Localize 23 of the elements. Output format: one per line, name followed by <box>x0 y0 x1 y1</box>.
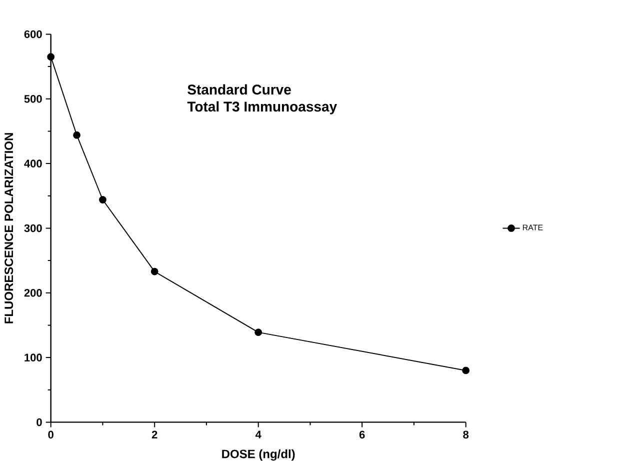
text: Standard Curve <box>188 84 291 95</box>
point <box>462 366 470 374</box>
y-tick-label: 400 <box>24 160 42 168</box>
y-tick-label: 200 <box>24 288 42 297</box>
y-tick-label: 600 <box>24 30 42 38</box>
point <box>99 196 106 204</box>
point <box>73 131 80 139</box>
y-tick-label: 500 <box>24 94 42 103</box>
y-tick-label: 300 <box>24 224 42 232</box>
legend-label: RATE <box>522 224 543 230</box>
y-axis-title: FLUORESCENCE POLARIZATION <box>4 133 14 324</box>
point <box>47 53 55 61</box>
y-tick-label: 100 <box>24 354 42 362</box>
text: Total T3 Immunoassay <box>187 101 337 114</box>
point <box>254 328 262 336</box>
x-tick-label: 8 <box>463 430 469 439</box>
point <box>150 268 158 276</box>
x-axis-title: DOSE (ng/dl) <box>222 449 295 461</box>
x-tick-label: 2 <box>152 430 158 438</box>
x-tick-label: 4 <box>255 430 262 438</box>
x-tick-label: 0 <box>48 430 54 439</box>
y-tick-label: 0 <box>36 418 42 426</box>
x-tick-label: 6 <box>359 430 365 439</box>
